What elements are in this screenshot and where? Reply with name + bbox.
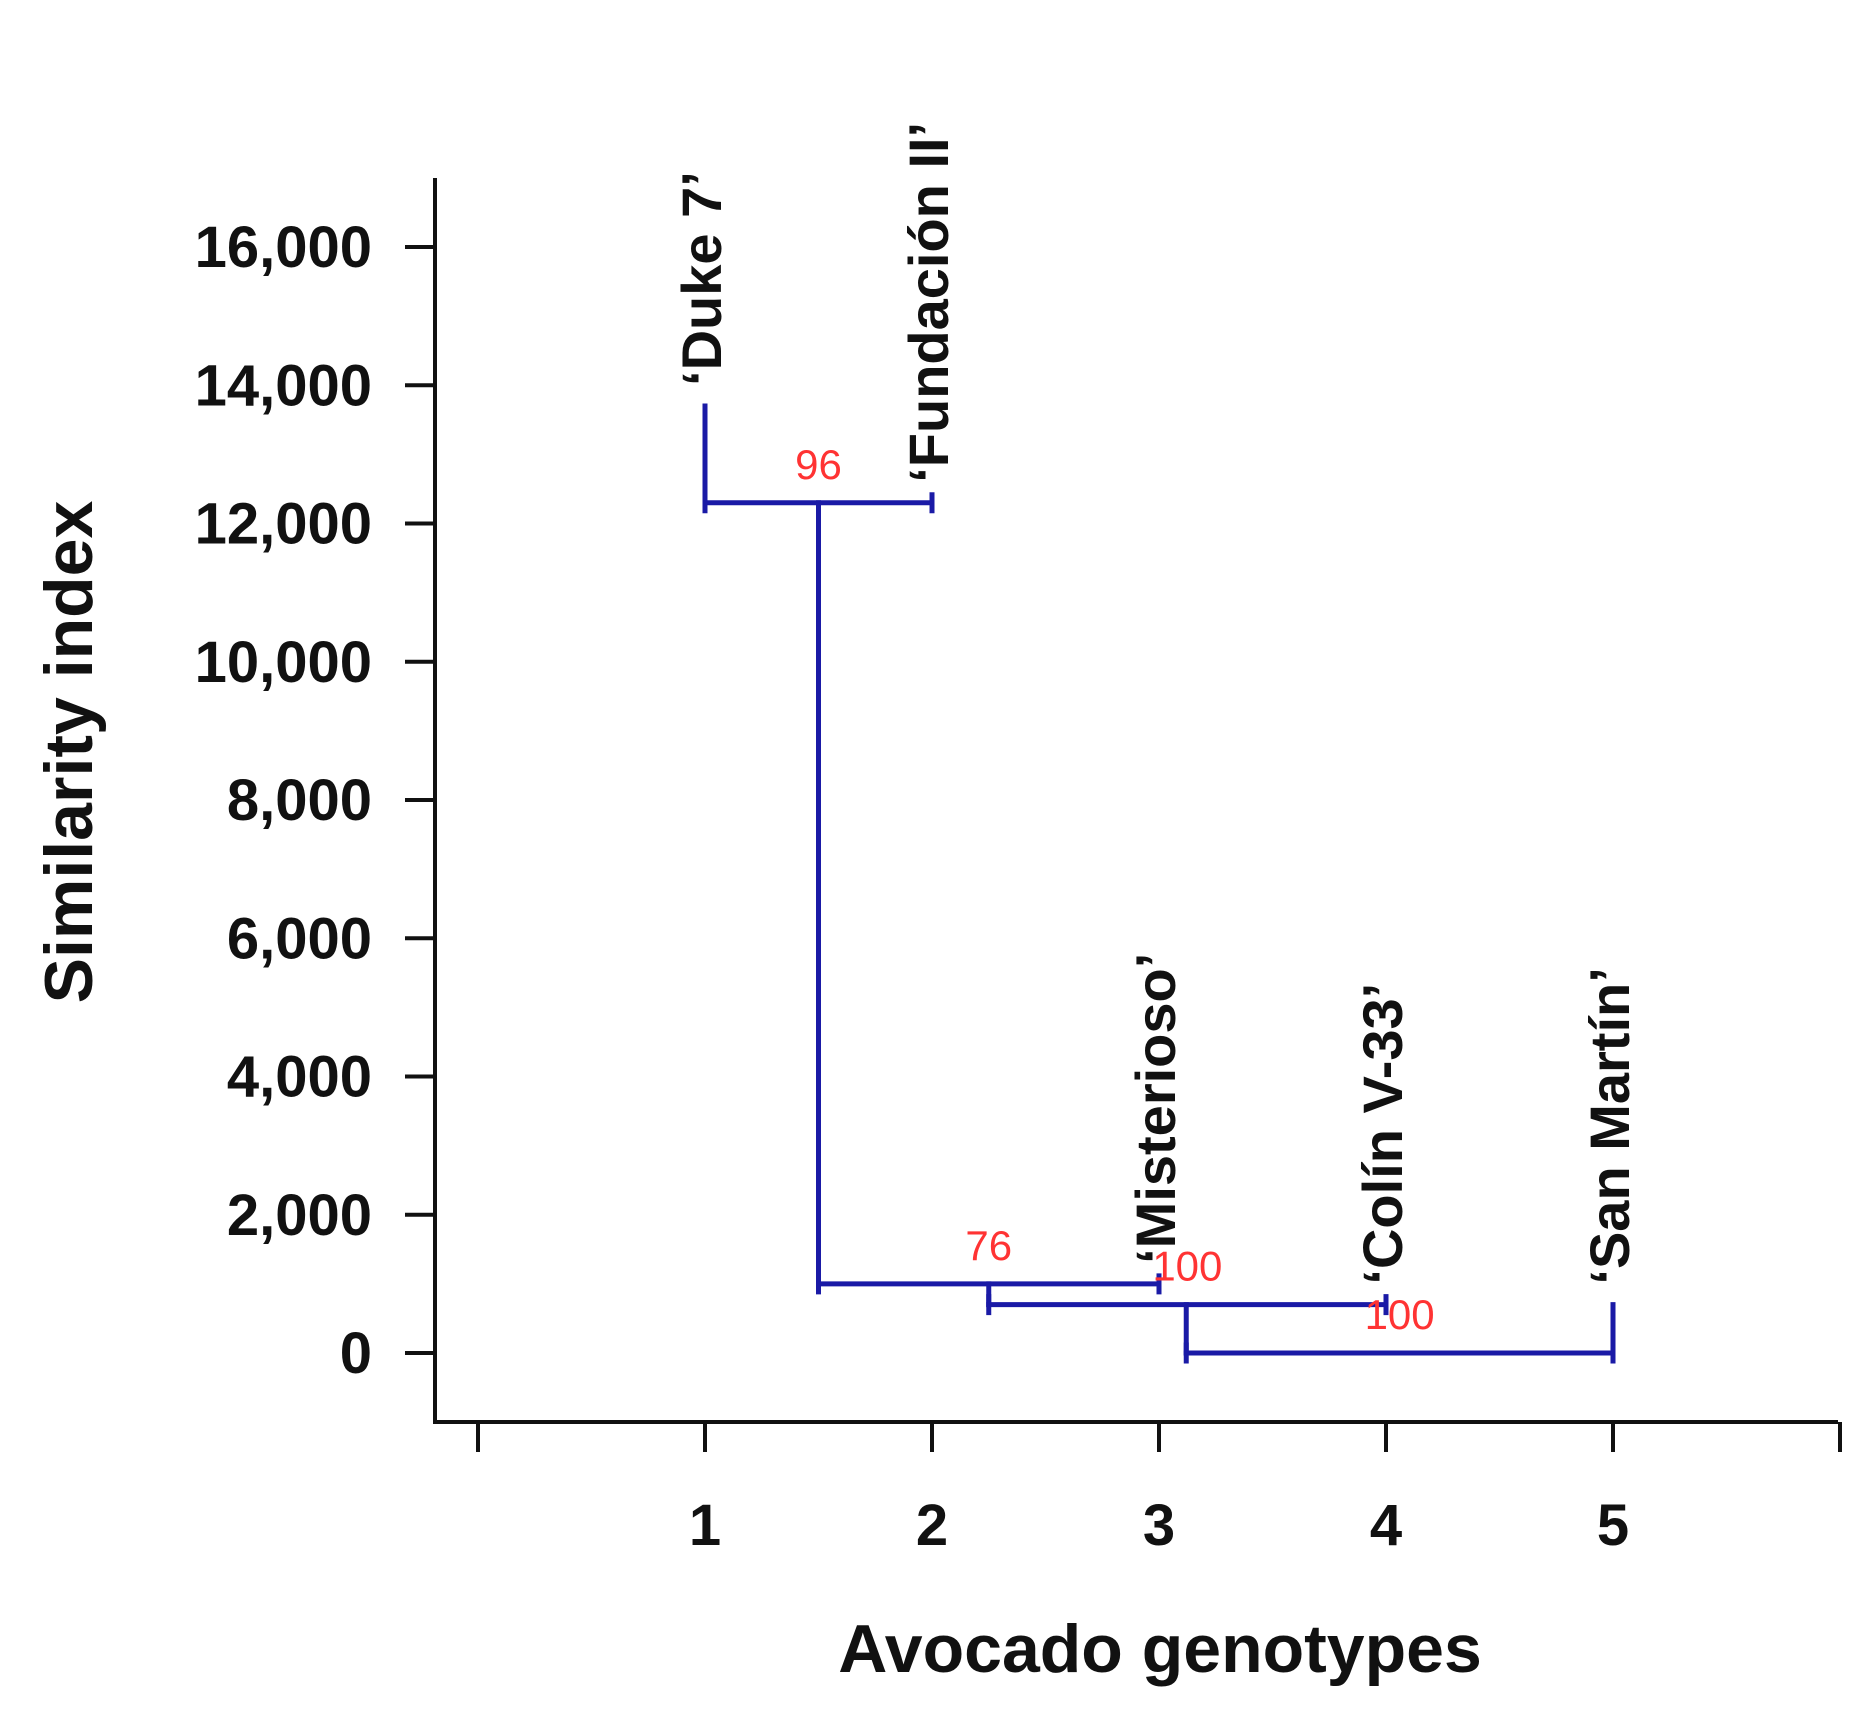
y-tick-label: 4,000 (227, 1045, 372, 1110)
y-tick-label: 0 (340, 1321, 372, 1386)
support-value: 76 (965, 1222, 1012, 1269)
y-axis-title: Similarity index (31, 501, 107, 1004)
x-tick-label: 3 (1143, 1493, 1175, 1558)
y-tick-label: 12,000 (195, 492, 372, 557)
support-value: 100 (1152, 1243, 1222, 1290)
y-ticks: 0 2,000 4,000 6,000 8,000 10,000 12,000 14,000 1… (195, 215, 435, 1386)
leaf-label: ‘Fundación II’ (897, 122, 960, 483)
leaf-labels: ‘Duke 7’ ‘Fundación II’ ‘Misterioso’ ‘Colín… (670, 122, 1641, 1285)
x-tick-label: 1 (689, 1493, 721, 1558)
leaf-label: ‘Colín V-33’ (1351, 983, 1414, 1285)
y-tick-label: 2,000 (227, 1183, 372, 1248)
y-tick-label: 6,000 (227, 906, 372, 971)
branches (702, 403, 1616, 1364)
x-tick-label: 4 (1370, 1493, 1402, 1558)
support-value: 96 (795, 441, 842, 488)
leaf-label: ‘San Martín’ (1578, 967, 1641, 1284)
y-tick-label: 8,000 (227, 768, 372, 833)
x-axis-title: Avocado genotypes (838, 1611, 1482, 1687)
leaf-label: ‘Misterioso’ (1124, 953, 1187, 1264)
y-tick-label: 10,000 (195, 630, 372, 695)
x-tick-label: 5 (1597, 1493, 1629, 1558)
y-tick-label: 14,000 (195, 353, 372, 418)
x-tick-label: 2 (916, 1493, 948, 1558)
y-tick-label: 16,000 (195, 215, 372, 280)
x-ticks: 1 2 3 4 5 (476, 1422, 1842, 1558)
support-value: 100 (1365, 1291, 1435, 1338)
leaf-label: ‘Duke 7’ (670, 171, 733, 386)
support-values: 96 76 100 100 (795, 441, 1435, 1338)
